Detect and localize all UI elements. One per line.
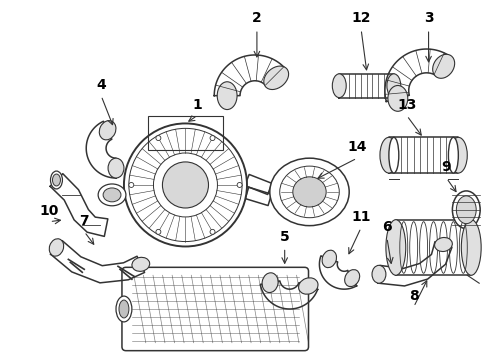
Text: 1: 1	[193, 98, 202, 112]
Text: 2: 2	[252, 11, 262, 25]
Ellipse shape	[153, 153, 218, 217]
Ellipse shape	[156, 229, 161, 234]
Ellipse shape	[116, 296, 132, 322]
Text: 5: 5	[280, 230, 290, 243]
Polygon shape	[245, 187, 271, 206]
Polygon shape	[385, 49, 450, 102]
Text: 12: 12	[351, 11, 371, 25]
Polygon shape	[214, 55, 286, 96]
FancyBboxPatch shape	[122, 267, 309, 351]
Ellipse shape	[452, 191, 480, 229]
Ellipse shape	[322, 250, 337, 267]
Ellipse shape	[210, 229, 215, 234]
Ellipse shape	[388, 85, 408, 111]
Ellipse shape	[280, 166, 339, 218]
Ellipse shape	[435, 238, 452, 252]
Ellipse shape	[50, 171, 62, 189]
Ellipse shape	[456, 196, 476, 224]
Text: 7: 7	[79, 213, 89, 228]
Ellipse shape	[387, 74, 401, 98]
Text: 9: 9	[441, 160, 451, 174]
Ellipse shape	[156, 136, 161, 140]
Polygon shape	[339, 74, 394, 98]
Text: 4: 4	[96, 78, 106, 92]
Ellipse shape	[124, 123, 247, 247]
Polygon shape	[396, 220, 471, 275]
Polygon shape	[260, 281, 318, 309]
Ellipse shape	[108, 158, 124, 178]
Polygon shape	[86, 121, 116, 178]
Text: 8: 8	[409, 289, 418, 303]
Text: 13: 13	[397, 98, 416, 112]
Ellipse shape	[449, 137, 467, 173]
Ellipse shape	[298, 278, 318, 294]
Ellipse shape	[433, 54, 455, 78]
Ellipse shape	[129, 183, 134, 188]
Text: 3: 3	[424, 11, 433, 25]
Polygon shape	[50, 174, 108, 237]
Polygon shape	[319, 256, 357, 289]
Polygon shape	[378, 242, 452, 286]
Ellipse shape	[103, 188, 121, 202]
Ellipse shape	[210, 136, 215, 140]
Ellipse shape	[448, 137, 458, 173]
Text: 10: 10	[40, 204, 59, 218]
Polygon shape	[245, 175, 272, 194]
Ellipse shape	[380, 137, 398, 173]
Ellipse shape	[344, 270, 360, 287]
Ellipse shape	[99, 121, 116, 140]
Polygon shape	[389, 137, 458, 173]
Ellipse shape	[237, 183, 242, 188]
Ellipse shape	[389, 137, 399, 173]
Ellipse shape	[162, 162, 209, 208]
Ellipse shape	[98, 184, 126, 206]
Ellipse shape	[52, 174, 60, 186]
Ellipse shape	[49, 239, 64, 256]
Text: 6: 6	[382, 220, 392, 234]
Ellipse shape	[132, 257, 149, 271]
Ellipse shape	[270, 158, 349, 226]
Ellipse shape	[386, 220, 406, 275]
Ellipse shape	[372, 265, 386, 283]
Text: 11: 11	[351, 210, 371, 224]
Ellipse shape	[264, 66, 289, 90]
Ellipse shape	[129, 129, 242, 242]
Ellipse shape	[332, 74, 346, 98]
Ellipse shape	[461, 220, 481, 275]
Polygon shape	[50, 241, 145, 283]
Ellipse shape	[262, 273, 278, 293]
Ellipse shape	[217, 82, 237, 109]
Ellipse shape	[293, 177, 326, 207]
Text: 14: 14	[347, 140, 367, 154]
Ellipse shape	[119, 300, 129, 318]
